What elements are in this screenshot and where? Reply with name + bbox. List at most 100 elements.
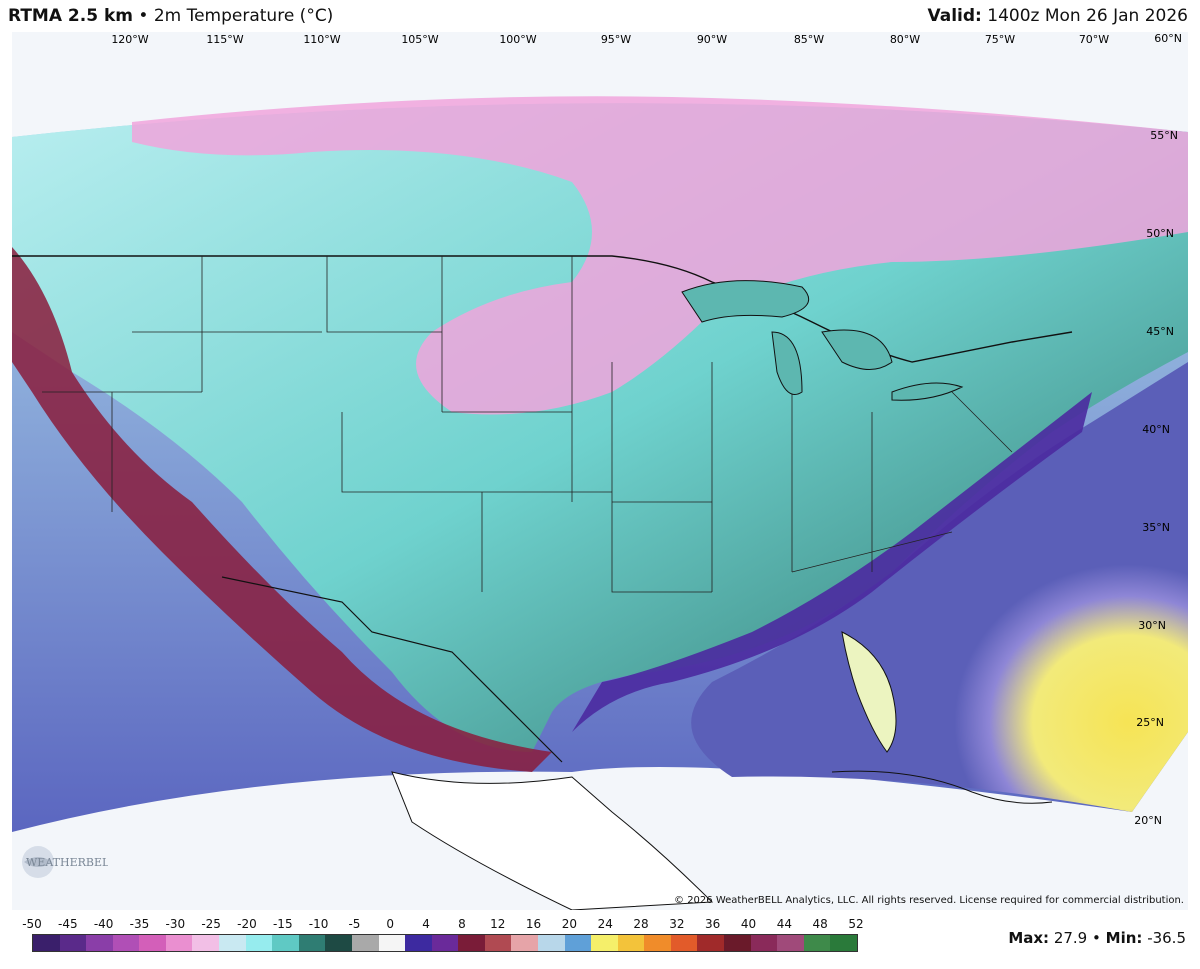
colorbar-swatch bbox=[192, 935, 220, 951]
latitude-label: 20°N bbox=[1134, 814, 1162, 827]
colorbar-swatch bbox=[298, 935, 326, 951]
colorbar-swatch bbox=[245, 935, 273, 951]
weatherbell-logo: WEATHERBELL bbox=[18, 842, 117, 882]
copyright-notice: © 2026 WeatherBELL Analytics, LLC. All r… bbox=[674, 895, 1184, 906]
latitude-label: 45°N bbox=[1146, 325, 1174, 338]
colorbar-swatch bbox=[86, 935, 113, 951]
longitude-label: 95°W bbox=[601, 33, 631, 46]
temperature-map: 120°W 115°W 110°W 105°W 100°W 95°W 90°W 85°W 80°… bbox=[12, 32, 1188, 910]
header-bar: RTMA 2.5 km • 2m Temperature (°C) Valid:… bbox=[0, 0, 1200, 32]
colorbar-swatch bbox=[750, 935, 778, 951]
colorbar-swatch bbox=[617, 935, 645, 951]
latitude-label: 30°N bbox=[1138, 619, 1166, 632]
colorbar-tick: 28 bbox=[633, 917, 649, 931]
latitude-label: 35°N bbox=[1142, 521, 1170, 534]
colorbar-swatch bbox=[697, 935, 725, 951]
cold-air-region bbox=[12, 103, 1188, 752]
latitude-label: 55°N bbox=[1150, 129, 1178, 142]
longitude-label: 80°W bbox=[890, 33, 920, 46]
colorbar-tick: 20 bbox=[561, 917, 578, 931]
field-name: 2m Temperature (°C) bbox=[153, 6, 334, 26]
valid-time-value: 1400z Mon 26 Jan 2026 bbox=[987, 6, 1188, 26]
mexico-land bbox=[391, 771, 714, 910]
svg-text:WEATHERBELL: WEATHERBELL bbox=[26, 856, 108, 869]
model-name: RTMA 2.5 km bbox=[8, 6, 133, 26]
colorbar-tick: 24 bbox=[597, 917, 613, 931]
longitude-label: 115°W bbox=[206, 33, 243, 46]
longitude-label: 85°W bbox=[794, 33, 824, 46]
colorbar-tick: 0 bbox=[386, 917, 395, 931]
colorbar-swatch bbox=[670, 935, 698, 951]
longitude-label: 90°W bbox=[697, 33, 727, 46]
temperature-colorbar: -50 -45 -40 -35 -30 -25 -20 -15 -10 -5 0 4 8 12 16 20 24… bbox=[22, 915, 864, 963]
gulf-stream-warm-region bbox=[691, 362, 1188, 812]
colorbar-tick: 12 bbox=[490, 917, 506, 931]
colorbar-tick-labels: -50 -45 -40 -35 -30 -25 -20 -15 -10 -5 0 4 8 12 16 20 24… bbox=[22, 915, 863, 933]
colorbar-swatches bbox=[32, 934, 858, 952]
colorbar-swatch bbox=[644, 935, 671, 951]
weatherbell-logo-mark: WEATHERBELL bbox=[22, 846, 117, 878]
longitude-label: 105°W bbox=[401, 33, 438, 46]
colorbar-tick: -10 bbox=[308, 917, 329, 931]
cuba-island bbox=[831, 770, 1053, 804]
product-title: RTMA 2.5 km • 2m Temperature (°C) bbox=[8, 6, 333, 26]
colorbar-swatch bbox=[777, 935, 804, 951]
colorbar-tick: -25 bbox=[201, 917, 221, 931]
colorbar-tick: -50 bbox=[22, 917, 42, 931]
latitude-labels: 60°N 55°N 50°N 45°N 40°N 35°N 30°N 25°N 20°N bbox=[1134, 32, 1182, 827]
colorbar-tick: -30 bbox=[165, 917, 186, 931]
colorbar-swatch bbox=[458, 935, 485, 951]
colorbar-tick: 44 bbox=[776, 917, 792, 931]
colorbar-swatch bbox=[484, 935, 512, 951]
latitude-label: 60°N bbox=[1154, 32, 1182, 45]
colorbar-swatch bbox=[351, 935, 379, 951]
colorbar-swatch bbox=[803, 935, 831, 951]
colorbar-tick: -20 bbox=[237, 917, 257, 931]
latitude-label: 25°N bbox=[1136, 716, 1164, 729]
longitude-label: 75°W bbox=[985, 33, 1015, 46]
colorbar-swatch bbox=[405, 935, 432, 951]
colorbar-swatch bbox=[564, 935, 592, 951]
florida-peninsula bbox=[841, 631, 897, 753]
colorbar-swatch bbox=[139, 935, 166, 951]
arctic-air-region bbox=[132, 96, 1188, 415]
colorbar-swatch bbox=[537, 935, 565, 951]
colorbar-swatch bbox=[591, 935, 618, 951]
colorbar-swatch bbox=[112, 935, 140, 951]
colorbar-tick: -5 bbox=[348, 917, 361, 931]
colorbar-swatch bbox=[219, 935, 246, 951]
colorbar-tick: 16 bbox=[525, 917, 542, 931]
great-lakes bbox=[681, 280, 964, 401]
colorbar-swatch bbox=[431, 935, 459, 951]
min-value: -36.5 bbox=[1147, 929, 1186, 947]
colorbar-tick: 52 bbox=[848, 917, 864, 931]
colorbar-tick: 40 bbox=[740, 917, 757, 931]
longitude-labels: 120°W 115°W 110°W 105°W 100°W 95°W 90°W 85°W 80°… bbox=[111, 33, 1109, 46]
colorbar-swatch bbox=[33, 935, 60, 951]
colorbar-tick: -35 bbox=[129, 917, 150, 931]
colorbar-swatch bbox=[59, 935, 87, 951]
latitude-label: 50°N bbox=[1146, 227, 1174, 240]
colorbar-swatch bbox=[830, 935, 857, 951]
max-value: 27.9 bbox=[1053, 929, 1088, 947]
longitude-label: 70°W bbox=[1079, 33, 1109, 46]
max-label: Max: bbox=[1008, 929, 1050, 947]
colorbar-swatch bbox=[724, 935, 751, 951]
colorbar-swatch bbox=[325, 935, 352, 951]
longitude-label: 120°W bbox=[111, 33, 148, 46]
latitude-label: 40°N bbox=[1142, 423, 1170, 436]
valid-time: Valid: 1400z Mon 26 Jan 2026 bbox=[928, 6, 1188, 26]
stats-separator: • bbox=[1092, 929, 1101, 947]
colorbar-swatch bbox=[511, 935, 538, 951]
title-separator: • bbox=[138, 6, 149, 26]
longitude-label: 100°W bbox=[499, 33, 536, 46]
colorbar-swatch bbox=[165, 935, 193, 951]
colorbar-tick: -15 bbox=[272, 917, 293, 931]
min-label: Min: bbox=[1105, 929, 1143, 947]
colorbar-swatch bbox=[272, 935, 299, 951]
max-min-stats: Max: 27.9 • Min: -36.5 bbox=[1008, 929, 1186, 947]
us-mexico-border bbox=[221, 576, 563, 763]
colorbar-tick: 4 bbox=[422, 917, 430, 931]
colorbar-swatch bbox=[378, 935, 406, 951]
valid-label: Valid: bbox=[927, 6, 982, 26]
